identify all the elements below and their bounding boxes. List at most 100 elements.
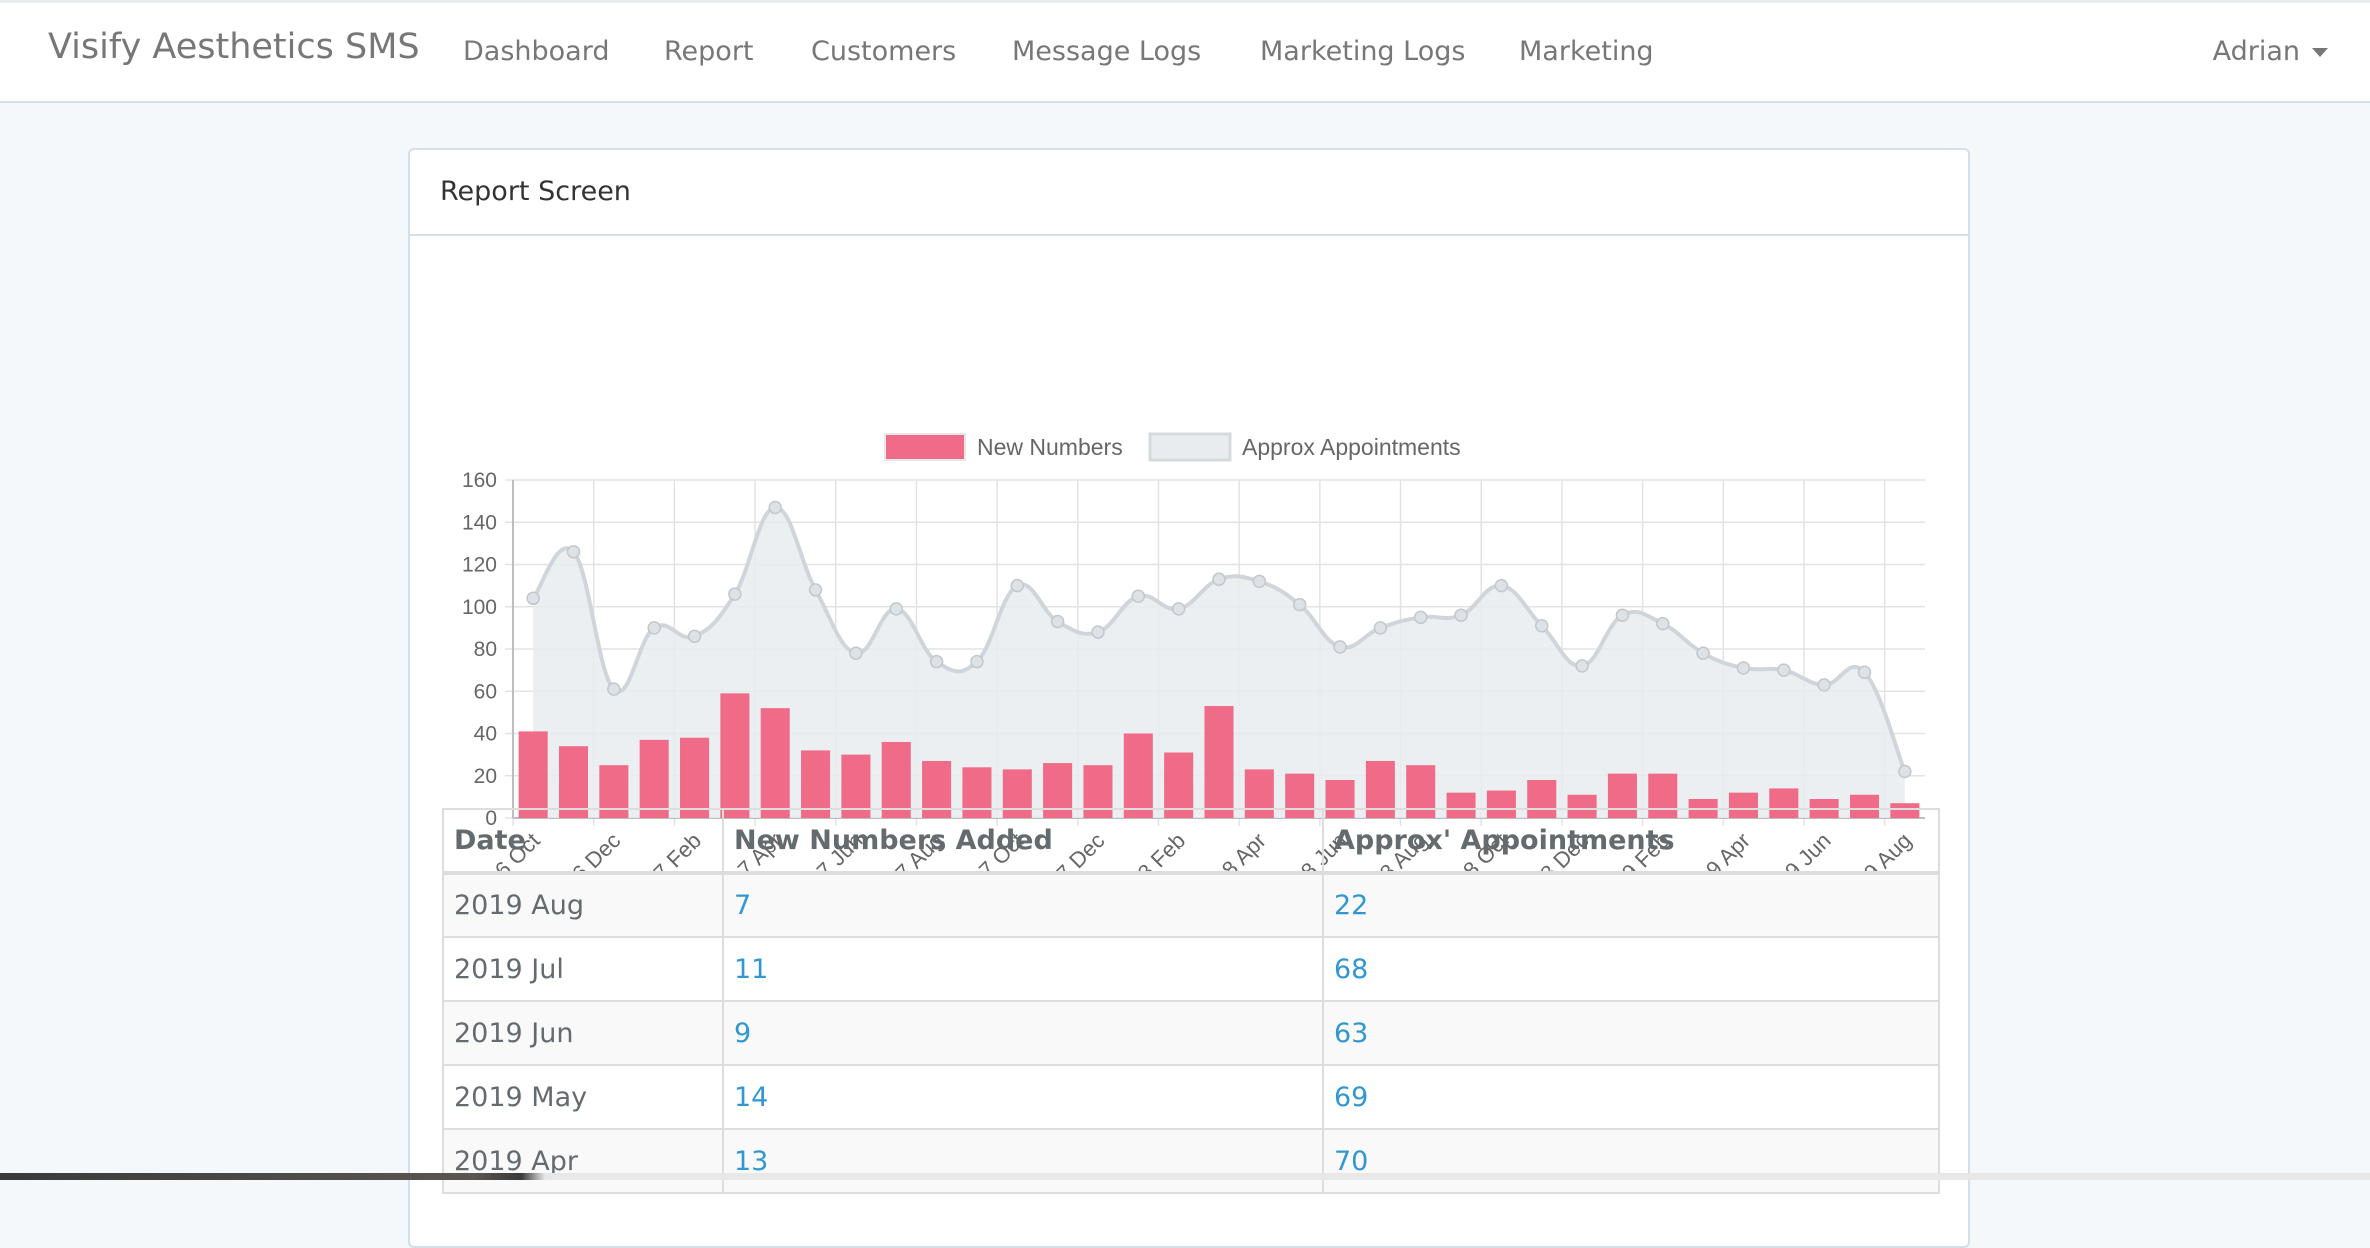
cell-appointments-link[interactable]: 69: [1322, 1064, 1940, 1130]
nav-item-marketing[interactable]: Marketing: [1519, 36, 1654, 67]
new-numbers-bar: [1164, 752, 1194, 818]
y-tick-label: 140: [462, 511, 497, 534]
approx-appointments-point: [607, 682, 621, 696]
approx-appointments-point: [1454, 608, 1468, 622]
approx-appointments-point: [1171, 602, 1186, 616]
approx-appointments-point: [1494, 578, 1509, 593]
approx-appointments-point: [1252, 574, 1267, 589]
approx-appointments-point: [1898, 764, 1912, 779]
approx-appointments-area: [533, 507, 1905, 818]
report-table: Date New Numbers Added Approx' Appointme…: [442, 808, 1940, 1194]
new-numbers-bar: [639, 739, 669, 818]
approx-appointments-point: [1615, 608, 1630, 622]
table-row: 2019 Jun 9 63: [442, 1000, 1940, 1066]
cell-appointments-link[interactable]: 70: [1322, 1128, 1940, 1194]
y-tick-label: 60: [474, 680, 497, 703]
nav-item-message-logs[interactable]: Message Logs: [1012, 36, 1202, 67]
approx-appointments-point: [929, 654, 944, 669]
approx-appointments-point: [1777, 663, 1791, 677]
new-numbers-bar: [1204, 706, 1234, 818]
approx-appointments-point: [1534, 619, 1549, 633]
approx-appointments-point: [728, 587, 742, 601]
new-numbers-bar: [760, 708, 790, 818]
cell-date: 2019 May: [442, 1064, 724, 1130]
table-row: 2019 Jul 11 68: [442, 936, 1940, 1002]
approx-appointments-point: [1817, 678, 1831, 692]
approx-appointments-point: [1292, 597, 1307, 612]
new-numbers-bar: [680, 737, 710, 818]
new-numbers-bar: [1123, 733, 1153, 818]
cell-appointments-link[interactable]: 63: [1322, 1000, 1940, 1066]
nav-item-marketing-logs[interactable]: Marketing Logs: [1260, 36, 1466, 67]
approx-appointments-point: [687, 629, 702, 644]
y-tick-label: 40: [474, 723, 497, 746]
approx-appointments-point: [1575, 659, 1589, 673]
new-numbers-bar: [801, 750, 831, 818]
cell-new-numbers-link[interactable]: 11: [722, 936, 1324, 1002]
approx-appointments-point: [526, 591, 540, 606]
approx-appointments-point: [1696, 646, 1710, 660]
approx-appointments-point: [647, 621, 661, 635]
approx-appointments-point: [1373, 621, 1388, 635]
y-tick-label: 100: [462, 596, 497, 619]
legend-label-new-numbers: New Numbers: [977, 434, 1123, 460]
header-new-numbers: New Numbers Added: [722, 808, 1324, 875]
approx-appointments-point: [1131, 589, 1146, 603]
nav-item-report[interactable]: Report: [664, 36, 754, 67]
cell-new-numbers-link[interactable]: 13: [722, 1128, 1324, 1194]
cell-appointments-link[interactable]: 22: [1322, 872, 1940, 938]
nav-item-customers[interactable]: Customers: [811, 36, 957, 67]
approx-appointments-point: [1413, 610, 1428, 625]
legend-label-approx-appointments: Approx Appointments: [1242, 434, 1461, 460]
nav-item-dashboard[interactable]: Dashboard: [463, 36, 610, 67]
user-name: Adrian: [2212, 36, 2300, 67]
y-tick-label: 80: [474, 638, 497, 661]
approx-appointments-point: [566, 545, 581, 559]
approx-appointments-point: [889, 602, 904, 616]
y-tick-label: 160: [462, 469, 497, 492]
approx-appointments-point: [1656, 616, 1670, 631]
panel-title: Report Screen: [440, 176, 631, 207]
approx-appointments-point: [808, 583, 823, 597]
approx-appointments-point: [1736, 661, 1751, 675]
legend-swatch-new-numbers: [884, 433, 966, 461]
navbar: Visify Aesthetics SMS Dashboard Report C…: [0, 3, 2370, 103]
cell-new-numbers-link[interactable]: 9: [722, 1000, 1324, 1066]
header-approx-appointments: Approx' Appointments: [1322, 808, 1940, 875]
panel-heading: Report Screen: [410, 150, 1968, 236]
cell-new-numbers-link[interactable]: 7: [722, 872, 1324, 938]
approx-appointments-point: [1091, 625, 1105, 639]
cell-date: 2019 Apr: [442, 1128, 724, 1194]
table-row: 2019 Apr 13 70: [442, 1128, 1940, 1194]
new-numbers-bar: [841, 754, 871, 818]
table-row: 2019 Aug 7 22: [442, 872, 1940, 938]
y-tick-label: 20: [474, 765, 497, 788]
new-numbers-bar: [518, 731, 548, 818]
cell-appointments-link[interactable]: 68: [1322, 936, 1940, 1002]
taskbar-strip: [0, 1173, 2370, 1180]
new-numbers-bar: [558, 746, 589, 818]
report-panel: Report Screen 0 20 40 60 80 100 120 140 160 2016 …: [408, 148, 1970, 1248]
approx-appointments-point: [1857, 665, 1872, 679]
table-header-row: Date New Numbers Added Approx' Appointme…: [442, 808, 1940, 875]
cell-new-numbers-link[interactable]: 14: [722, 1064, 1324, 1130]
approx-appointments-point: [768, 500, 782, 515]
header-date: Date: [442, 808, 724, 875]
user-menu-toggle[interactable]: Adrian: [2213, 36, 2328, 67]
approx-appointments-point: [1010, 578, 1025, 593]
approx-appointments-point: [1333, 640, 1347, 654]
y-tick-label: 120: [462, 554, 497, 577]
legend-swatch-approx-appointments: [1148, 432, 1232, 462]
cell-date: 2019 Aug: [442, 872, 724, 938]
brand-logo-text[interactable]: Visify Aesthetics SMS: [48, 27, 420, 67]
new-numbers-bar: [720, 693, 750, 818]
approx-appointments-point: [1050, 614, 1065, 629]
table-row: 2019 May 14 69: [442, 1064, 1940, 1130]
window-top-border: [0, 0, 2370, 3]
approx-appointments-point: [849, 646, 863, 660]
approx-appointments-point: [1212, 572, 1226, 587]
new-numbers-bar: [881, 741, 911, 818]
caret-down-icon: [2312, 48, 2328, 57]
cell-date: 2019 Jun: [442, 1000, 724, 1066]
cell-date: 2019 Jul: [442, 936, 724, 1002]
